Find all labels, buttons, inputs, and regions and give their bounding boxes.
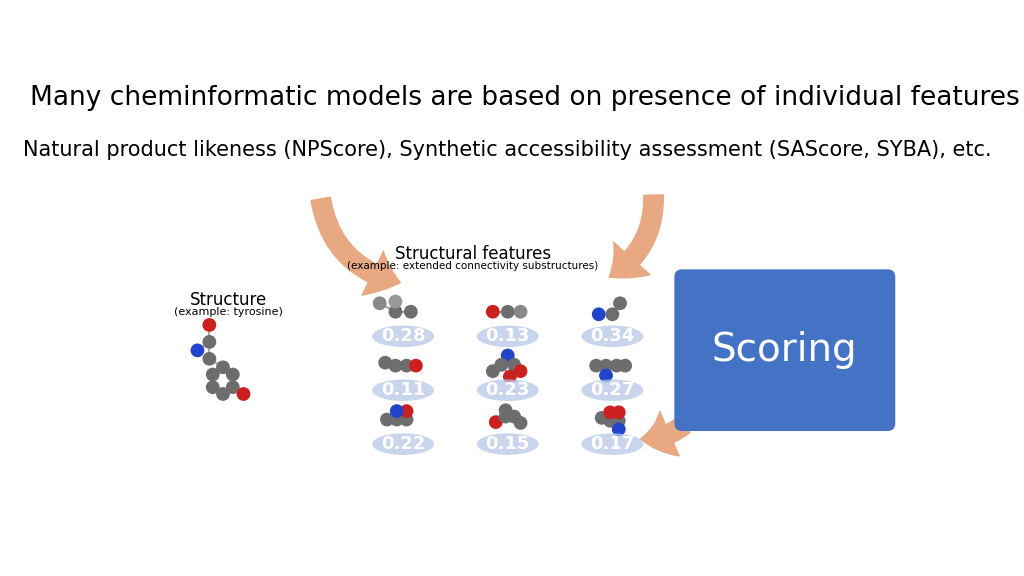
Circle shape xyxy=(604,415,616,427)
Text: Structural features: Structural features xyxy=(395,245,551,263)
Circle shape xyxy=(508,411,520,423)
Circle shape xyxy=(600,369,612,381)
Circle shape xyxy=(390,414,402,426)
Circle shape xyxy=(500,411,512,423)
Circle shape xyxy=(404,306,417,318)
Ellipse shape xyxy=(477,380,539,401)
Circle shape xyxy=(400,414,413,426)
Circle shape xyxy=(226,368,239,381)
Circle shape xyxy=(203,319,216,331)
Circle shape xyxy=(612,415,625,427)
Circle shape xyxy=(389,306,401,318)
Text: 0.34: 0.34 xyxy=(590,327,635,345)
Circle shape xyxy=(604,406,616,419)
Circle shape xyxy=(389,359,401,372)
Ellipse shape xyxy=(582,380,643,401)
Text: Many cheminformatic models are based on presence of individual features: Many cheminformatic models are based on … xyxy=(30,85,1020,111)
Text: (example: extended connectivity substructures): (example: extended connectivity substruc… xyxy=(347,262,598,271)
Circle shape xyxy=(514,365,526,377)
Ellipse shape xyxy=(372,380,434,401)
Ellipse shape xyxy=(372,325,434,347)
Circle shape xyxy=(504,370,516,383)
Circle shape xyxy=(410,359,422,372)
Circle shape xyxy=(238,388,250,400)
Circle shape xyxy=(390,405,402,417)
FancyArrowPatch shape xyxy=(641,411,690,456)
Text: 0.17: 0.17 xyxy=(590,435,635,453)
Circle shape xyxy=(613,297,627,309)
Circle shape xyxy=(500,404,512,416)
Text: 0.11: 0.11 xyxy=(381,381,425,399)
Ellipse shape xyxy=(372,433,434,455)
Circle shape xyxy=(381,414,393,426)
Circle shape xyxy=(400,359,413,372)
Circle shape xyxy=(379,357,391,369)
Circle shape xyxy=(489,416,502,428)
Circle shape xyxy=(502,306,514,318)
Text: 0.13: 0.13 xyxy=(485,327,530,345)
Circle shape xyxy=(514,417,526,429)
Circle shape xyxy=(217,388,229,400)
Circle shape xyxy=(203,336,216,348)
Ellipse shape xyxy=(582,433,643,455)
FancyBboxPatch shape xyxy=(675,270,895,431)
Circle shape xyxy=(502,349,514,362)
Circle shape xyxy=(217,361,229,373)
Text: 0.23: 0.23 xyxy=(485,381,530,399)
Text: (example: tyrosine): (example: tyrosine) xyxy=(174,306,284,317)
Circle shape xyxy=(590,359,602,372)
Ellipse shape xyxy=(582,325,643,347)
Circle shape xyxy=(486,365,499,377)
Text: 0.22: 0.22 xyxy=(381,435,425,453)
Ellipse shape xyxy=(477,325,539,347)
Circle shape xyxy=(496,359,508,371)
Text: 0.27: 0.27 xyxy=(590,381,635,399)
Circle shape xyxy=(596,412,608,424)
Circle shape xyxy=(207,368,219,381)
Text: Natural product likeness (NPScore), Synthetic accessibility assessment (SAScore,: Natural product likeness (NPScore), Synt… xyxy=(24,140,992,160)
Ellipse shape xyxy=(477,433,539,455)
Circle shape xyxy=(508,359,520,371)
Circle shape xyxy=(226,381,239,393)
Circle shape xyxy=(618,359,632,372)
Circle shape xyxy=(191,344,204,357)
FancyArrowPatch shape xyxy=(609,195,664,278)
Circle shape xyxy=(606,308,618,320)
Circle shape xyxy=(612,423,625,435)
Circle shape xyxy=(374,297,386,309)
Circle shape xyxy=(600,359,612,372)
Circle shape xyxy=(389,295,401,308)
Text: Scoring: Scoring xyxy=(712,331,858,369)
Text: Structure: Structure xyxy=(190,291,267,309)
FancyArrowPatch shape xyxy=(311,198,400,295)
Circle shape xyxy=(486,306,499,318)
Text: 0.28: 0.28 xyxy=(381,327,425,345)
Text: 0.15: 0.15 xyxy=(485,435,530,453)
Circle shape xyxy=(610,359,623,372)
Circle shape xyxy=(203,353,216,365)
Circle shape xyxy=(514,306,526,318)
Circle shape xyxy=(207,381,219,393)
Circle shape xyxy=(593,308,605,320)
Circle shape xyxy=(400,405,413,417)
Circle shape xyxy=(612,406,625,419)
